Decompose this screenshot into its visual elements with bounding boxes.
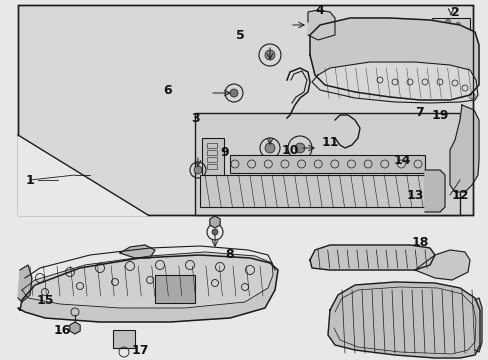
Circle shape <box>445 31 449 36</box>
Circle shape <box>454 23 460 27</box>
Bar <box>155 275 195 303</box>
Polygon shape <box>18 255 278 322</box>
Polygon shape <box>18 135 148 215</box>
Polygon shape <box>424 170 444 212</box>
Polygon shape <box>414 250 469 280</box>
Bar <box>200 175 424 207</box>
Text: 12: 12 <box>450 189 468 202</box>
Polygon shape <box>327 282 479 358</box>
Circle shape <box>229 89 238 97</box>
Circle shape <box>264 143 274 153</box>
Circle shape <box>212 229 218 235</box>
Text: 10: 10 <box>281 144 298 157</box>
Bar <box>229 155 424 173</box>
Text: 18: 18 <box>410 235 428 248</box>
Polygon shape <box>309 245 434 270</box>
Polygon shape <box>22 252 272 308</box>
Bar <box>113 330 135 348</box>
Text: 5: 5 <box>235 28 244 41</box>
Text: 16: 16 <box>53 324 71 337</box>
Circle shape <box>454 32 460 37</box>
Text: 8: 8 <box>225 248 234 261</box>
Text: 6: 6 <box>163 84 172 96</box>
Text: 15: 15 <box>36 293 54 306</box>
Bar <box>206 143 217 148</box>
Polygon shape <box>309 18 478 100</box>
Text: 2: 2 <box>450 5 458 18</box>
Circle shape <box>434 23 439 27</box>
Text: 17: 17 <box>131 343 148 356</box>
Polygon shape <box>120 245 155 258</box>
Text: 3: 3 <box>191 112 200 125</box>
Bar <box>206 164 217 169</box>
Text: 1: 1 <box>25 174 34 186</box>
Polygon shape <box>307 10 334 40</box>
Bar <box>206 150 217 155</box>
Text: 9: 9 <box>220 145 229 158</box>
Text: 14: 14 <box>392 153 410 166</box>
Bar <box>431 18 469 46</box>
Bar <box>195 113 459 215</box>
Circle shape <box>445 19 449 24</box>
Text: 19: 19 <box>430 108 448 122</box>
Bar <box>206 157 217 162</box>
Text: 13: 13 <box>406 189 423 202</box>
Text: 7: 7 <box>415 105 424 118</box>
Text: 4: 4 <box>315 4 324 17</box>
Polygon shape <box>18 265 32 302</box>
Polygon shape <box>474 298 481 352</box>
Circle shape <box>294 143 305 153</box>
Circle shape <box>194 166 202 174</box>
Bar <box>202 138 224 176</box>
Circle shape <box>264 50 274 60</box>
Circle shape <box>434 32 439 37</box>
Polygon shape <box>311 62 477 103</box>
Polygon shape <box>449 105 478 192</box>
Bar <box>18 5 472 215</box>
Text: 11: 11 <box>321 135 338 149</box>
